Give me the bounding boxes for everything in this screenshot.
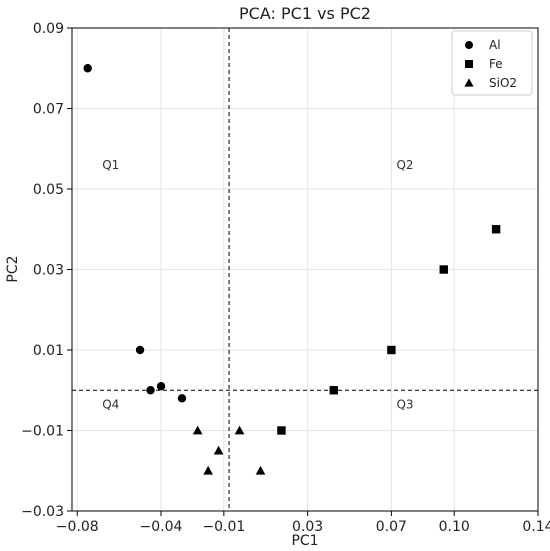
quadrant-labels: Q1 Q2 Q3 Q4	[102, 158, 413, 411]
x-axis-title: PC1	[291, 533, 318, 549]
x-tick-label: 0.03	[292, 519, 323, 535]
point-al	[135, 345, 145, 355]
point-al	[146, 386, 155, 395]
y-tick-label: 0.09	[33, 21, 64, 37]
legend-marker-fe	[465, 60, 473, 68]
legend-marker-sio2	[464, 78, 474, 87]
x-tick-label: −0.04	[140, 519, 183, 535]
quadrant-label: Q2	[396, 158, 413, 172]
quadrant-label: Q1	[102, 158, 119, 172]
legend: Al Fe SiO2	[451, 30, 533, 96]
grid	[72, 27, 539, 512]
x-axis-ticks: −0.08 −0.04 −0.01 0.03 0.07 0.10 0.14	[56, 511, 550, 535]
point-fe	[277, 426, 286, 435]
data-points	[83, 64, 501, 475]
y-axis-ticks: −0.03 −0.01 0.01 0.03 0.05 0.07 0.09	[21, 21, 72, 520]
point-sio2	[213, 445, 224, 455]
x-tick-label: 0.07	[376, 519, 407, 535]
y-tick-label: 0.03	[33, 263, 64, 279]
x-tick-label: −0.01	[202, 519, 245, 535]
point-sio2	[192, 425, 203, 435]
y-tick-label: 0.05	[33, 182, 64, 198]
chart-title: PCA: PC1 vs PC2	[239, 4, 371, 23]
point-sio2	[234, 425, 245, 435]
legend-label-sio2: SiO2	[489, 76, 517, 90]
x-tick-label: 0.10	[439, 519, 470, 535]
point-sio2	[203, 465, 213, 475]
point-al	[156, 382, 166, 391]
point-fe	[329, 386, 338, 395]
quadrant-label: Q3	[396, 397, 413, 411]
y-tick-label: −0.03	[21, 504, 64, 520]
legend-label-al: Al	[489, 38, 501, 52]
point-sio2	[255, 465, 266, 475]
y-tick-label: 0.07	[33, 102, 64, 118]
y-tick-label: 0.01	[33, 343, 64, 359]
legend-label-fe: Fe	[489, 57, 503, 71]
x-tick-label: −0.08	[56, 519, 99, 535]
quadrant-label: Q4	[102, 397, 119, 411]
x-tick-label: 0.14	[522, 519, 550, 535]
y-tick-label: −0.01	[21, 424, 64, 440]
legend-marker-al	[465, 41, 473, 49]
legend-items: Al Fe SiO2	[464, 38, 517, 90]
point-fe	[387, 345, 396, 355]
y-axis-title: PC2	[5, 255, 21, 282]
point-fe	[491, 225, 501, 234]
point-al	[83, 64, 92, 73]
point-al	[177, 394, 187, 403]
point-fe	[439, 265, 448, 274]
